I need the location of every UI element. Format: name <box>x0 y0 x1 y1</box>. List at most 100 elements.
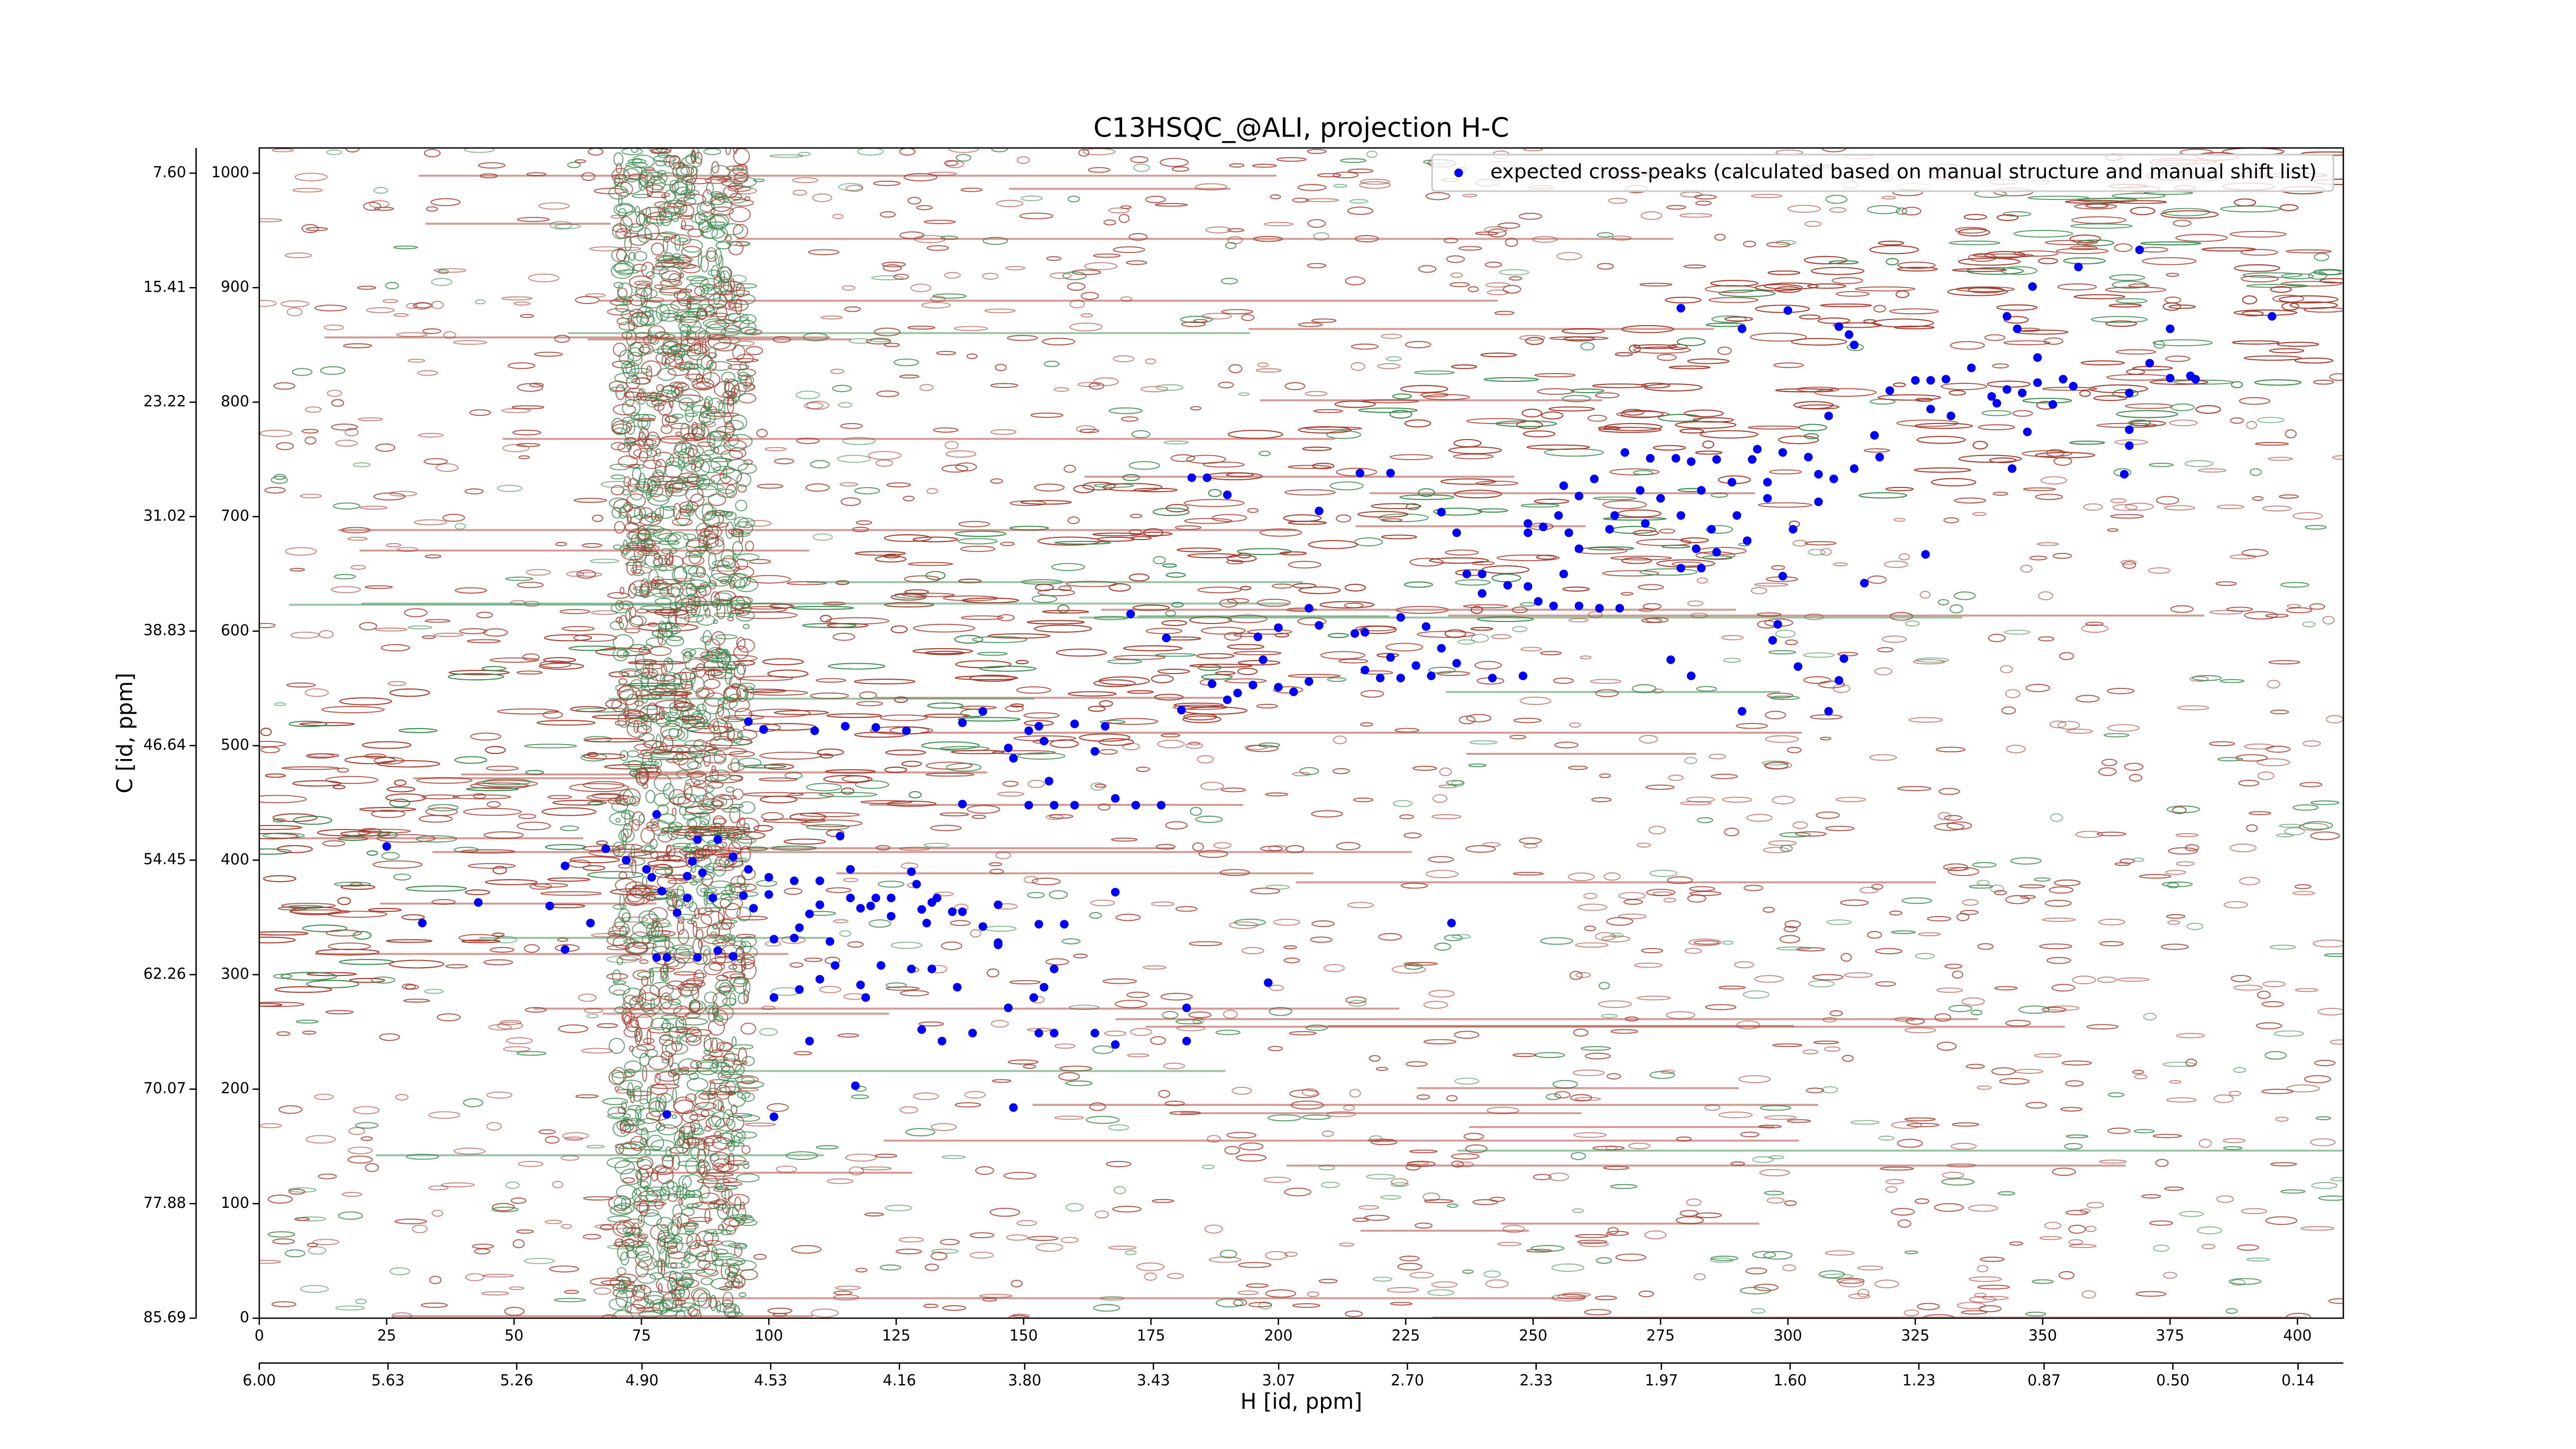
contour <box>1598 982 1610 990</box>
contour <box>1875 981 1896 987</box>
contour <box>1272 583 1293 589</box>
contour <box>729 774 743 781</box>
contour <box>301 224 319 233</box>
contour <box>576 569 596 579</box>
contour <box>486 801 501 808</box>
contour <box>2086 1202 2104 1208</box>
contour <box>1308 540 1358 549</box>
contour <box>737 836 757 844</box>
contour <box>1112 1206 1142 1212</box>
contour <box>452 794 512 800</box>
contour <box>639 540 662 545</box>
contour <box>659 565 668 571</box>
contour <box>2292 512 2323 520</box>
contour <box>621 916 649 923</box>
contour <box>749 690 808 696</box>
contour <box>2163 1272 2177 1279</box>
contour <box>334 882 371 887</box>
contour <box>2274 1030 2304 1037</box>
contour <box>1089 382 1105 390</box>
contour <box>681 220 686 230</box>
contour <box>1548 1172 1569 1182</box>
contour <box>1802 1049 1819 1055</box>
contour <box>1608 197 1628 204</box>
contour <box>1162 563 1177 568</box>
contour <box>1078 149 1090 157</box>
contour <box>536 720 596 726</box>
contour <box>957 717 1021 722</box>
contour <box>1198 850 1228 858</box>
contour <box>1697 577 1708 584</box>
contour <box>2314 252 2329 261</box>
contour <box>1554 1091 1571 1099</box>
contour <box>1784 920 1801 929</box>
contour <box>648 907 668 922</box>
contour <box>1897 266 1938 272</box>
contour <box>1680 1210 1699 1217</box>
contour <box>1106 1160 1131 1168</box>
contour <box>714 592 732 602</box>
contour <box>2053 457 2072 466</box>
contour <box>1610 1184 1638 1189</box>
contour <box>1724 828 1739 836</box>
contour <box>955 675 1019 681</box>
contour <box>1775 388 1834 393</box>
contour <box>1073 484 1095 494</box>
contour <box>372 860 422 869</box>
contour <box>347 536 368 541</box>
contour <box>1615 1253 1647 1261</box>
contour <box>1684 264 1706 269</box>
contour <box>972 636 1027 644</box>
contour <box>886 482 911 487</box>
contour <box>830 368 844 374</box>
contour <box>1462 193 1478 197</box>
contour <box>1952 268 2007 272</box>
contour <box>304 406 322 413</box>
contour <box>549 221 572 230</box>
contour <box>2010 857 2042 865</box>
contour <box>1570 388 1604 393</box>
contour <box>1710 773 1738 779</box>
contour <box>1663 897 1676 903</box>
contour <box>699 1165 708 1177</box>
contour <box>324 324 344 331</box>
contour <box>662 735 674 752</box>
contour <box>1754 1284 1778 1291</box>
contour <box>1447 1203 1459 1208</box>
contour <box>2075 831 2104 838</box>
contour <box>694 850 700 861</box>
contour <box>545 1220 562 1224</box>
contour <box>1575 1234 1609 1238</box>
contour <box>1079 428 1099 433</box>
contour <box>488 1024 512 1031</box>
contour <box>1833 684 1851 693</box>
contour <box>955 154 972 162</box>
contour <box>1764 762 1788 770</box>
contour <box>840 423 863 429</box>
contour <box>739 676 793 681</box>
contour <box>2037 542 2059 546</box>
contour <box>1347 207 1374 215</box>
contour <box>2112 280 2147 289</box>
contour <box>1787 747 1802 753</box>
contour <box>270 476 288 484</box>
contour <box>618 828 635 843</box>
contour <box>1231 1087 1252 1095</box>
contour <box>819 791 877 798</box>
contour <box>1602 517 1667 521</box>
contour <box>1931 478 1976 486</box>
contour <box>759 1027 778 1036</box>
contour <box>1009 980 1041 985</box>
contour <box>1416 1094 1430 1100</box>
contour <box>1474 661 1502 670</box>
contour <box>988 633 1051 639</box>
contour <box>2179 1211 2204 1217</box>
contour <box>854 679 916 685</box>
contour <box>1948 240 2001 245</box>
contour <box>2149 1220 2173 1226</box>
contour <box>1641 948 1664 954</box>
contour <box>1718 1111 1753 1119</box>
contour <box>1238 1262 1272 1268</box>
contour <box>621 1197 626 1212</box>
contour <box>482 1273 515 1278</box>
